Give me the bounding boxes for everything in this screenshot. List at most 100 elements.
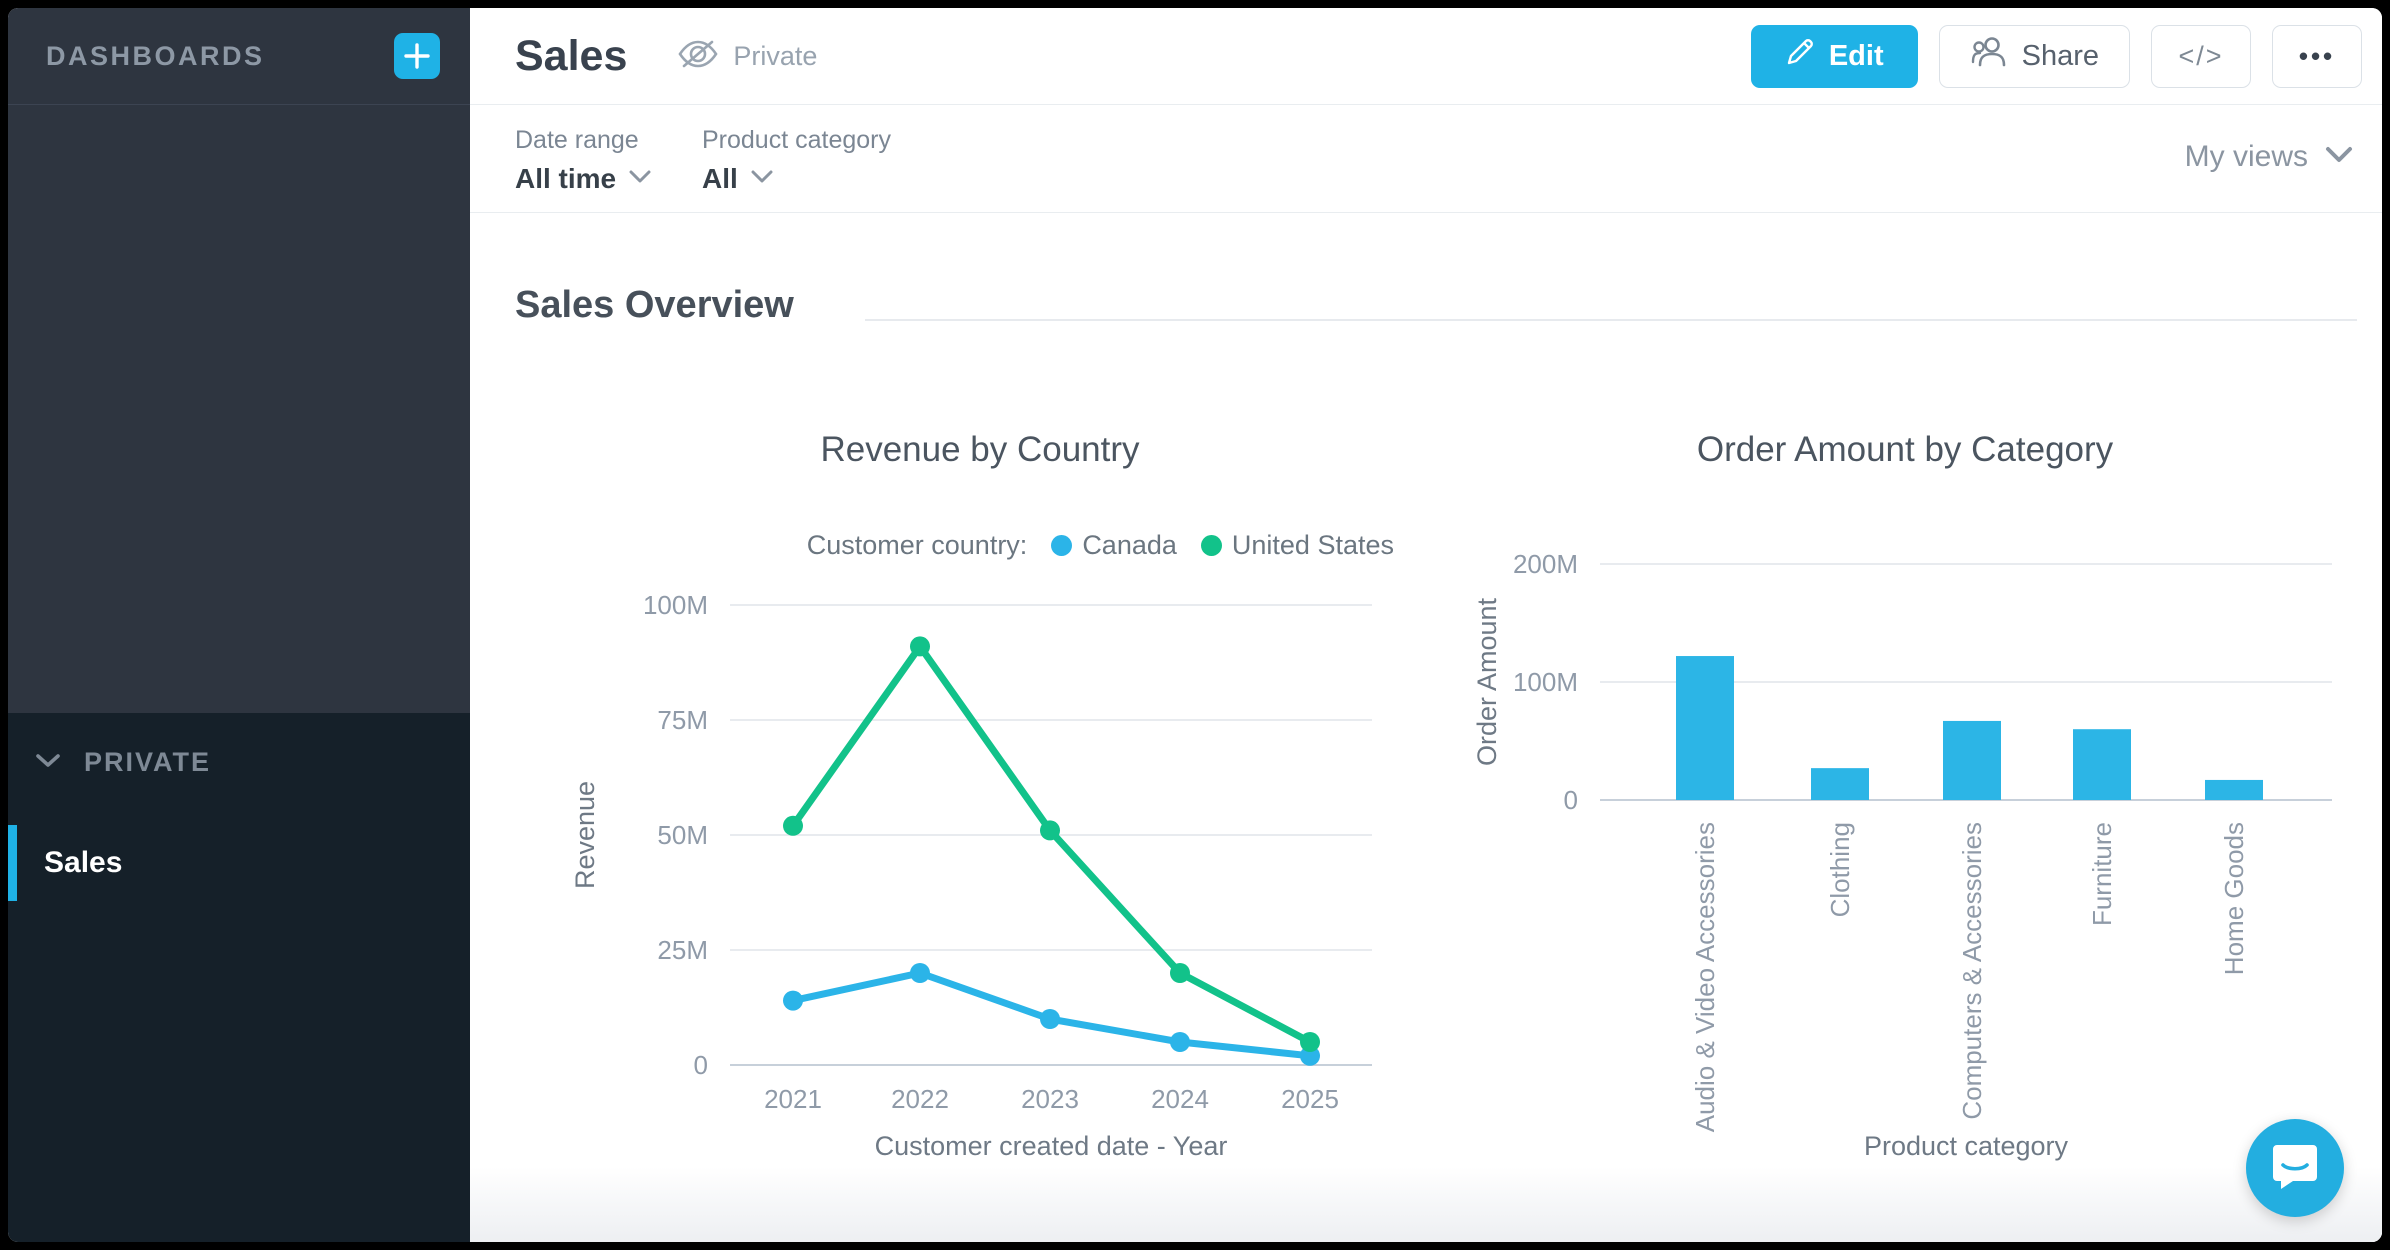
bar-chart-canvas: 0 100M 200M Audio & Video Accessories Clothi…: [1472, 549, 2332, 1161]
chat-widget-button[interactable]: [2246, 1119, 2344, 1217]
header-actions: Edit Share </>: [1750, 24, 2362, 88]
y-tick-label: 0: [694, 1050, 708, 1080]
y-axis-title: Revenue: [570, 781, 600, 889]
bar[interactable]: [2205, 779, 2263, 800]
x-category-label: Clothing: [1825, 822, 1855, 917]
sidebar-section-private[interactable]: PRIVATE: [34, 747, 211, 778]
sidebar-section-label: PRIVATE: [84, 747, 212, 777]
bar[interactable]: [1676, 656, 1734, 800]
pencil-icon: [1785, 37, 1815, 75]
x-tick-label: 2025: [1281, 1084, 1339, 1114]
y-tick-label: 0: [1564, 785, 1578, 815]
sidebar-dashboards-list: PRIVATE Sales: [8, 713, 470, 1242]
line-chart-canvas: 0 25M 50M 75M 100M 2021 2022 2023 2024 2025 Revenu…: [570, 590, 1372, 1161]
app-window: DASHBOARDS PRIVATE Sales: [8, 8, 2382, 1242]
x-category-label: Computers & Accessories: [1957, 822, 1987, 1120]
dashboard-header: Sales Private Edit: [470, 8, 2382, 105]
x-tick-label: 2022: [891, 1084, 949, 1114]
data-point[interactable]: [1040, 820, 1060, 841]
y-tick-label: 100M: [643, 590, 708, 620]
legend-entry[interactable]: Canada: [1051, 530, 1177, 561]
data-point[interactable]: [1170, 963, 1190, 983]
legend-entry[interactable]: United States: [1200, 530, 1394, 561]
data-point[interactable]: [783, 815, 803, 836]
date-range-dropdown[interactable]: All time: [515, 163, 652, 195]
sidebar-header: DASHBOARDS: [8, 8, 470, 105]
data-point[interactable]: [910, 636, 930, 657]
data-point[interactable]: [1170, 1032, 1190, 1052]
chat-bubble-icon: [2271, 1141, 2319, 1196]
filter-date-range: Date range All time: [515, 126, 652, 195]
x-category-label: Furniture: [2087, 822, 2117, 926]
chart-title: Revenue by Country: [820, 430, 1140, 469]
chart-title: Order Amount by Category: [1696, 430, 2114, 469]
x-category-label: Home Goods: [2219, 822, 2249, 975]
sidebar-top-section: DASHBOARDS: [8, 8, 470, 713]
embed-button[interactable]: </>: [2151, 24, 2251, 88]
data-point[interactable]: [1300, 1032, 1320, 1052]
x-axis-title: Product category: [1864, 1131, 2069, 1161]
bar[interactable]: [1811, 768, 1869, 800]
ellipsis-icon: •••: [2298, 40, 2336, 71]
plus-icon: [402, 41, 432, 71]
my-views-label: My views: [2184, 140, 2308, 173]
x-category-label: Audio & Video Accessories: [1690, 822, 1720, 1132]
filter-product-category: Product category All: [702, 126, 891, 195]
bar[interactable]: [1943, 720, 2001, 800]
sidebar-title: DASHBOARDS: [46, 40, 265, 71]
visibility-label: Private: [733, 40, 818, 71]
filter-value: All time: [515, 163, 617, 194]
legend-dot: [1051, 535, 1073, 556]
data-point[interactable]: [1040, 1009, 1060, 1029]
chevron-down-icon: [2324, 145, 2354, 169]
x-tick-label: 2021: [764, 1084, 822, 1114]
edit-button[interactable]: Edit: [1750, 24, 1918, 88]
active-indicator: [8, 825, 17, 901]
add-dashboard-button[interactable]: [394, 33, 440, 79]
legend-label: Customer country:: [806, 530, 1028, 560]
y-tick-label: 200M: [1513, 549, 1578, 579]
chevron-down-icon: [628, 169, 652, 189]
content-bottom-fade: [470, 1167, 2382, 1242]
revenue-by-country-chart: Revenue by Country Customer country: Can…: [560, 430, 1400, 1200]
order-amount-by-category-chart: Order Amount by Category 0 100M 200M Audio …: [1450, 430, 2360, 1220]
y-tick-label: 50M: [657, 820, 708, 850]
filter-value: All: [702, 163, 738, 194]
legend-series-name: Canada: [1082, 530, 1177, 560]
y-tick-label: 100M: [1513, 667, 1578, 697]
bar[interactable]: [2073, 729, 2131, 800]
y-axis-title: Order Amount: [1472, 597, 1502, 766]
data-point[interactable]: [910, 963, 930, 983]
sidebar: DASHBOARDS PRIVATE Sales: [8, 8, 470, 1242]
x-tick-label: 2024: [1151, 1084, 1209, 1114]
x-tick-label: 2023: [1021, 1084, 1079, 1114]
y-tick-label: 25M: [657, 935, 708, 965]
legend-dot: [1200, 535, 1222, 556]
more-options-button[interactable]: •••: [2272, 24, 2362, 88]
sidebar-item-sales[interactable]: Sales: [8, 825, 470, 901]
filter-label: Product category: [702, 126, 891, 154]
main-area: Sales Private Edit: [470, 8, 2382, 1242]
eye-slash-icon: [675, 36, 721, 77]
filter-label: Date range: [515, 126, 639, 154]
chevron-down-icon: [750, 169, 774, 189]
data-point[interactable]: [1300, 1045, 1320, 1066]
y-tick-label: 75M: [657, 705, 708, 735]
share-button[interactable]: Share: [1938, 24, 2130, 88]
visibility-badge: Private: [675, 36, 817, 77]
dashboard-content: Sales Overview Revenue by Country Custom…: [470, 214, 2382, 1242]
section-title: Sales Overview: [515, 284, 794, 326]
chart-legend: Customer country: Canada United States: [807, 530, 1394, 561]
section-divider: [865, 319, 2357, 321]
legend-series-name: United States: [1231, 530, 1394, 560]
data-point[interactable]: [783, 990, 803, 1011]
x-axis-title: Customer created date - Year: [875, 1131, 1228, 1161]
product-category-dropdown[interactable]: All: [702, 163, 891, 195]
edit-button-label: Edit: [1828, 39, 1884, 72]
sidebar-item-label: Sales: [44, 846, 123, 879]
page-title: Sales: [515, 31, 628, 80]
people-icon: [1970, 35, 2008, 77]
chevron-down-icon: [34, 751, 62, 774]
my-views-dropdown[interactable]: My views: [2185, 140, 2354, 174]
share-button-label: Share: [2021, 39, 2099, 72]
